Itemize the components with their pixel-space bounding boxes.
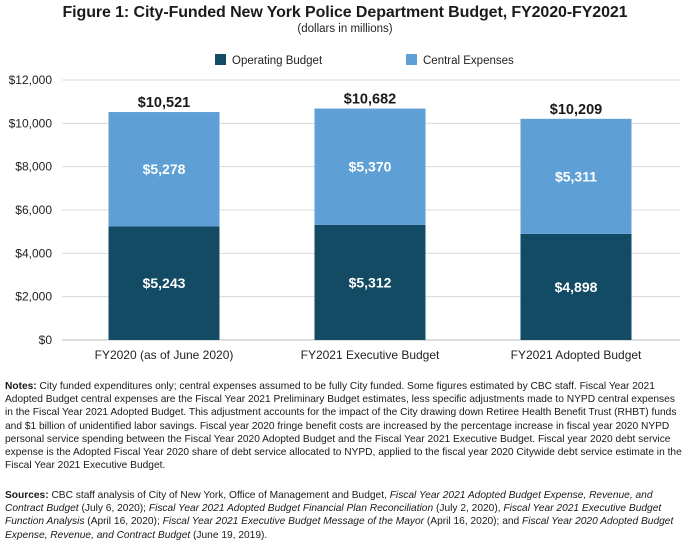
source-title: Fiscal Year 2021 Adopted Budget Financia… (148, 503, 434, 515)
legend-label: Operating Budget (232, 55, 323, 67)
sources-label: Sources: (5, 490, 49, 501)
notes-label: Notes: (5, 381, 37, 392)
sources-text: (April 16, 2020); (84, 516, 163, 528)
data-label: $5,311 (555, 168, 597, 184)
chart-title: Figure 1: City-Funded New York Police De… (62, 4, 628, 21)
data-label: $5,312 (349, 274, 392, 290)
total-label: $10,521 (138, 95, 190, 111)
bar-operating (108, 226, 220, 340)
y-tick-label: $10,000 (9, 116, 53, 130)
y-tick-label: $4,000 (15, 246, 52, 260)
y-tick-label: $0 (39, 333, 53, 347)
total-label: $10,209 (550, 102, 602, 118)
sources-text: (July 2, 2020), (433, 503, 504, 515)
bar-central (520, 118, 632, 234)
chart-subtitle: (dollars in millions) (297, 23, 393, 35)
x-tick-label: FY2021 Executive Budget (301, 348, 440, 362)
y-tick-label: $12,000 (9, 73, 53, 87)
data-label: $5,278 (143, 161, 186, 177)
stacked-bar-chart: $0 $2,000 $4,000 $6,000 $8,000 $10,000 $12,000… (9, 54, 680, 362)
bar-central (314, 108, 426, 225)
sources-text: (April 16, 2020); and (424, 516, 523, 528)
sources-text: CBC staff analysis of City of New York, … (48, 490, 390, 501)
y-tick-label: $8,000 (15, 160, 52, 174)
y-tick-label: $2,000 (15, 290, 52, 304)
source-title: Fiscal Year 2021 Executive Budget Functi… (5, 503, 662, 528)
source-title: Fiscal Year 2021 Executive Budget Messag… (162, 516, 425, 528)
data-label: $4,898 (555, 279, 598, 295)
bar-central (108, 112, 220, 227)
notes-text: City funded expenditures only; central e… (5, 381, 682, 472)
bar-operating (314, 224, 426, 340)
data-label: $5,370 (349, 159, 392, 175)
bar-operating (520, 233, 632, 340)
x-tick-label: FY2021 Adopted Budget (511, 348, 642, 362)
sources-text: (July 6, 2020); (78, 503, 149, 515)
x-tick-label: FY2020 (as of June 2020) (95, 348, 234, 362)
total-label: $10,682 (344, 92, 396, 108)
data-label: $5,243 (143, 275, 186, 291)
source-title: Fiscal Year 2021 Adopted Budget Expense,… (5, 490, 653, 515)
sources-paragraph: Sources: CBC staff analysis of City of N… (5, 489, 685, 542)
legend-label: Central Expenses (423, 55, 514, 67)
legend-swatch (406, 54, 417, 65)
y-tick-label: $6,000 (15, 203, 52, 217)
source-title: Fiscal Year 2020 Adopted Budget Expense,… (5, 516, 674, 541)
sources-text: (June 19, 2019). (190, 529, 268, 541)
legend-swatch (215, 54, 226, 65)
notes-paragraph: Notes: City funded expenditures only; ce… (5, 380, 685, 472)
